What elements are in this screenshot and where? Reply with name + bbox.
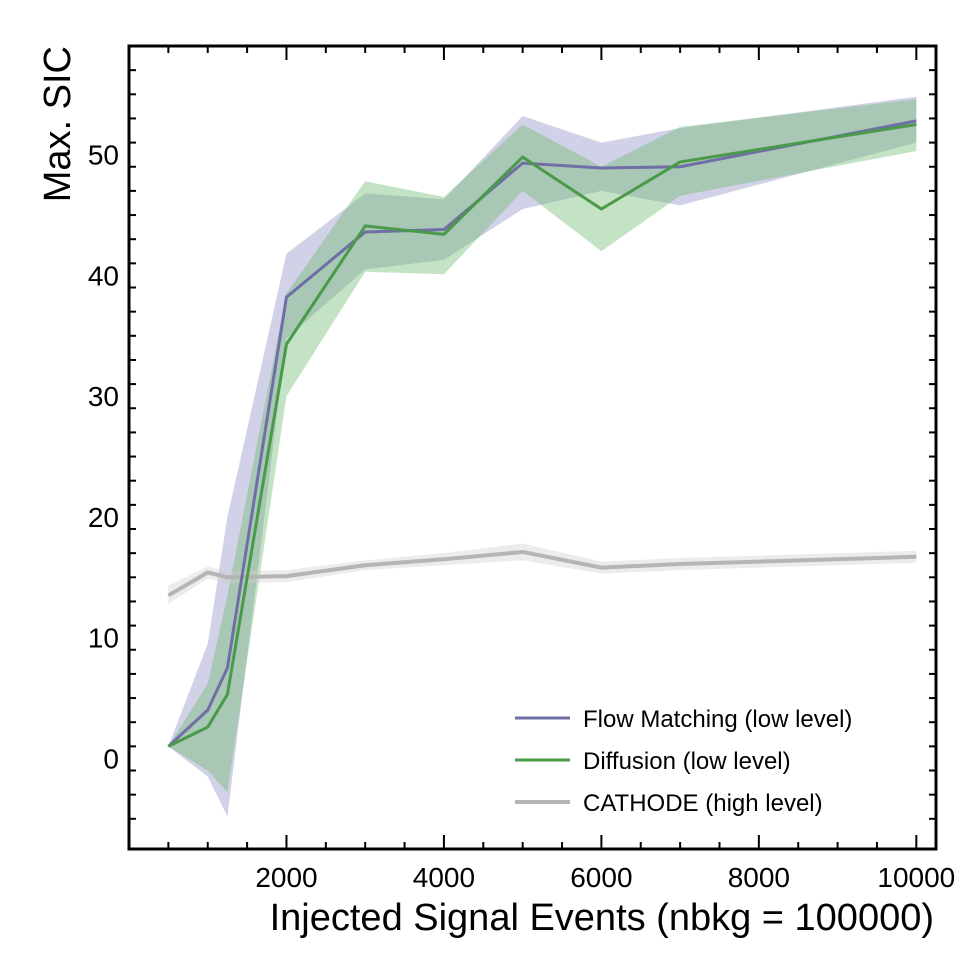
y-tick-label: 50 xyxy=(88,140,119,171)
y-tick-label: 10 xyxy=(88,623,119,654)
cathode-high-level-band xyxy=(168,543,917,604)
y-tick-label: 30 xyxy=(88,381,119,412)
x-tick-label: 8000 xyxy=(728,862,790,893)
legend: Flow Matching (low level) Diffusion (low … xyxy=(515,706,852,817)
uncertainty-bands xyxy=(168,96,917,817)
x-tick-label: 2000 xyxy=(255,862,317,893)
x-tick-label: 6000 xyxy=(570,862,632,893)
flow-matching-low-level-band xyxy=(168,96,917,817)
x-tick-label: 4000 xyxy=(413,862,475,893)
diffusion-low-level-line xyxy=(167,123,917,748)
legend-label-cathode-high-level: CATHODE (high level) xyxy=(583,790,823,817)
y-tick-label: 20 xyxy=(88,502,119,533)
tick-labels: 2000 4000 6000 8000 10000 0 10 20 30 40 50 xyxy=(88,140,955,893)
y-tick-label: 40 xyxy=(88,260,119,291)
y-tick-label: 0 xyxy=(103,743,119,774)
y-axis-title: Max. SIC xyxy=(37,46,79,202)
legend-label-flow-matching-low-level: Flow Matching (low level) xyxy=(583,706,852,733)
plot-frame xyxy=(127,44,938,851)
diffusion-low-level-band xyxy=(168,99,917,793)
cathode-high-level-line xyxy=(167,549,917,598)
x-axis-title: Injected Signal Events (nbkg = 100000) xyxy=(270,897,934,939)
series-lines xyxy=(167,119,917,748)
x-tick-label: 10000 xyxy=(877,862,955,893)
legend-label-diffusion-low-level: Diffusion (low level) xyxy=(583,748,791,775)
